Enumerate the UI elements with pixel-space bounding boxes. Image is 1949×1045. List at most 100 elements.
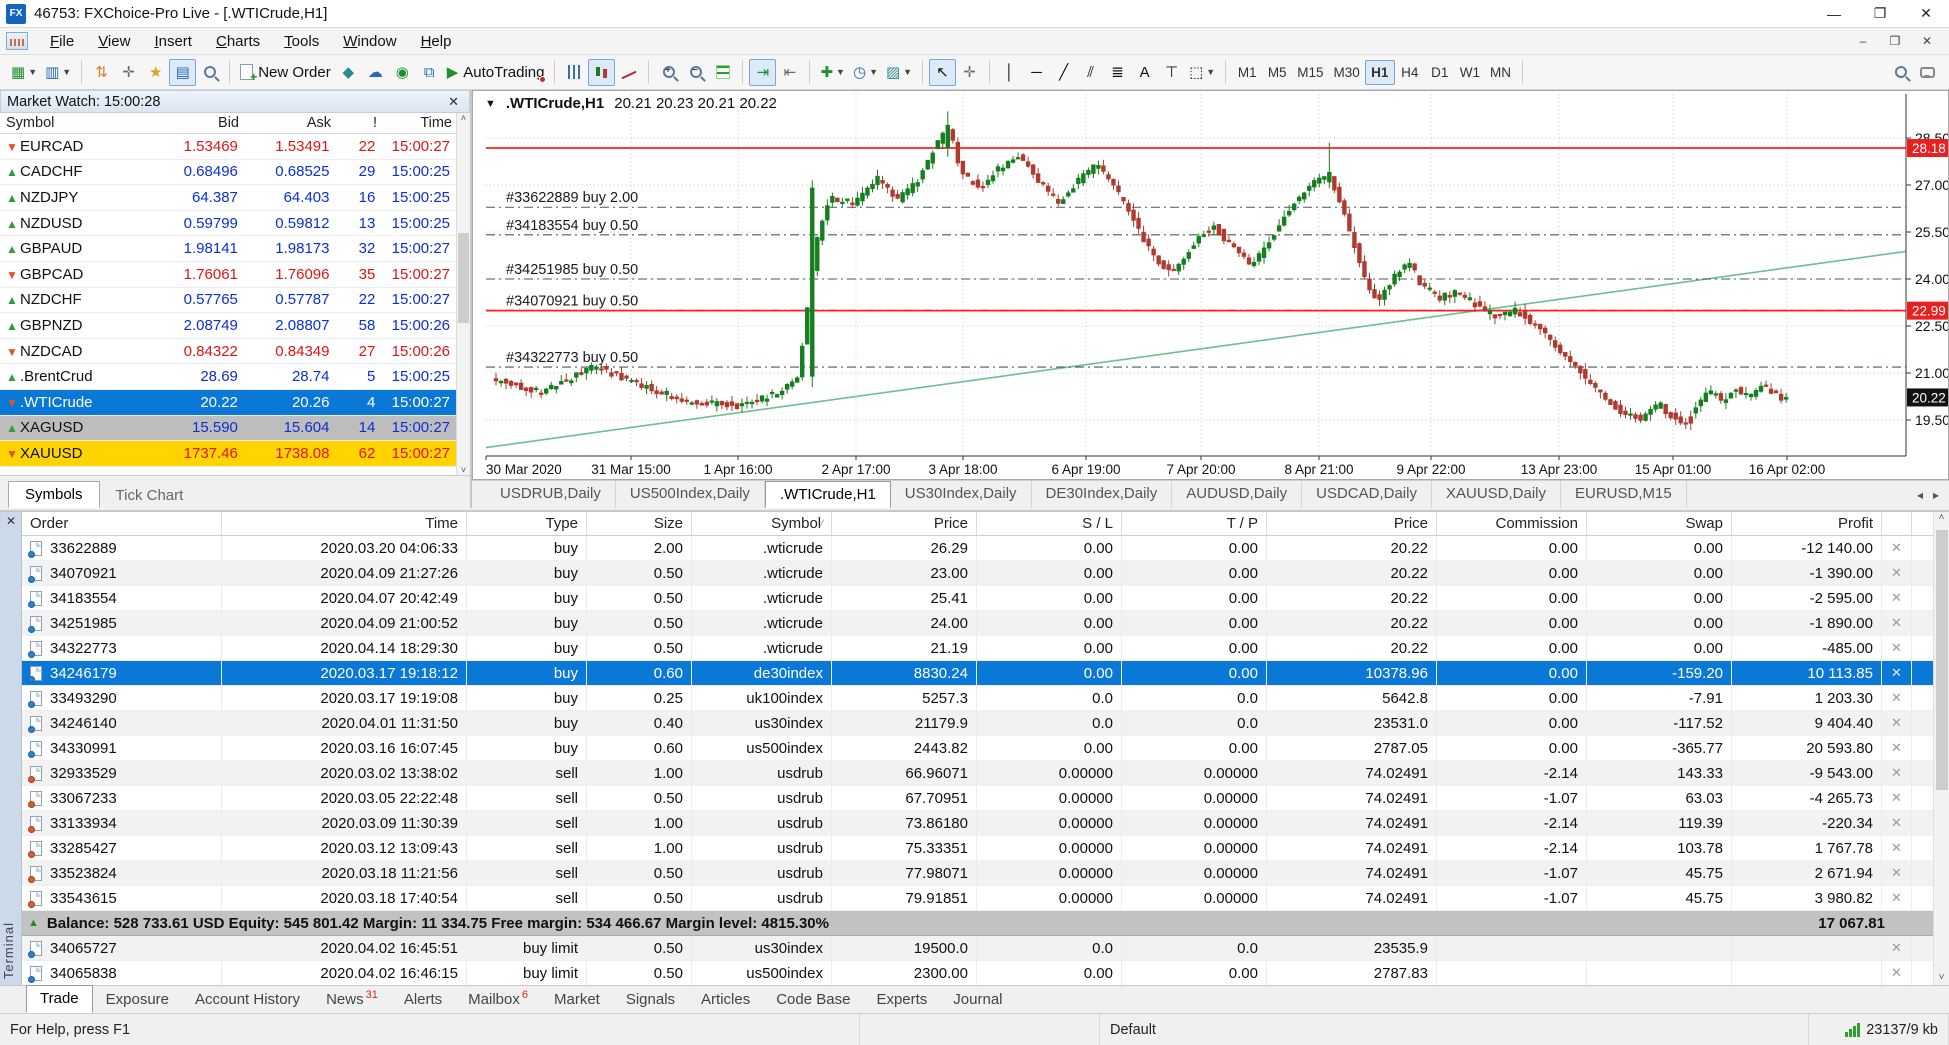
terminal-toggle[interactable]: ▤ xyxy=(169,59,196,86)
timeframe-h4[interactable]: H4 xyxy=(1395,60,1425,85)
candlestick-mode-button[interactable] xyxy=(588,59,615,86)
terminal-tab-alerts[interactable]: Alerts xyxy=(391,987,455,1013)
market-watch-row[interactable]: ▲XAGUSD15.59015.6041415:00:27 xyxy=(0,416,456,442)
menu-charts[interactable]: Charts xyxy=(204,29,272,54)
chart-tab-de30indexdaily[interactable]: DE30Index,Daily xyxy=(1032,481,1173,508)
mw-column-ask[interactable]: Ask xyxy=(245,115,337,131)
terminal-tab-code-base[interactable]: Code Base xyxy=(763,987,863,1013)
bar-chart-mode-button[interactable] xyxy=(561,59,588,86)
terminal-tab-account-history[interactable]: Account History xyxy=(182,987,313,1013)
column-header-symbol[interactable]: Symbol ∕ xyxy=(692,512,832,535)
order-row[interactable]: 340658382020.04.02 16:46:15buy limit0.50… xyxy=(22,961,1933,985)
child-minimize-button[interactable]: – xyxy=(1849,33,1877,49)
timeframe-mn[interactable]: MN xyxy=(1485,60,1516,85)
menu-file[interactable]: File xyxy=(38,29,86,54)
order-row[interactable]: 342461792020.03.17 19:18:12buy0.60de30in… xyxy=(22,661,1933,686)
chart-tab-audusddaily[interactable]: AUDUSD,Daily xyxy=(1172,481,1302,508)
strategy-tester-button[interactable] xyxy=(196,59,223,86)
column-header-profit[interactable]: Profit xyxy=(1732,512,1882,535)
close-position-icon[interactable]: ✕ xyxy=(1891,765,1902,781)
market-watch-row[interactable]: ▼XAUUSD1737.461738.086215:00:27 xyxy=(0,441,456,467)
order-row[interactable]: 329335292020.03.02 13:38:02sell1.00usdru… xyxy=(22,761,1933,786)
zoom-out-button[interactable]: − xyxy=(682,59,709,86)
order-row[interactable]: 334932902020.03.17 19:19:08buy0.25uk100i… xyxy=(22,686,1933,711)
chart-tab-wticrudeh1[interactable]: .WTICrude,H1 xyxy=(765,481,891,508)
maximize-button[interactable]: ❐ xyxy=(1857,0,1903,27)
market-watch-row[interactable]: ▼GBPCAD1.760611.760963515:00:27 xyxy=(0,262,456,288)
periods-button[interactable]: ◷▼ xyxy=(849,59,882,86)
column-header-cur[interactable]: Price xyxy=(1267,512,1437,535)
terminal-tab-trade[interactable]: Trade xyxy=(26,985,93,1013)
timeframe-m15[interactable]: M15 xyxy=(1292,60,1328,85)
close-position-icon[interactable]: ✕ xyxy=(1891,890,1902,906)
profiles-button[interactable]: ▥▼ xyxy=(41,59,75,86)
chart-tab-usdrubdaily[interactable]: USDRUB,Daily xyxy=(486,481,616,508)
menu-insert[interactable]: Insert xyxy=(142,29,204,54)
order-row[interactable]: 332854272020.03.12 13:09:43sell1.00usdru… xyxy=(22,836,1933,861)
channel-tool[interactable]: ⫽ xyxy=(1077,59,1104,86)
mw-column-bid[interactable]: Bid xyxy=(140,115,245,131)
column-header-sl[interactable]: S / L xyxy=(977,512,1122,535)
terminal-tab-news[interactable]: News31 xyxy=(313,985,391,1013)
child-close-button[interactable]: ✕ xyxy=(1913,33,1941,49)
close-position-icon[interactable]: ✕ xyxy=(1891,615,1902,631)
price-chart[interactable]: #33622889 buy 2.00#34183554 buy 0.50#342… xyxy=(473,91,1948,479)
order-row[interactable]: 342461402020.04.01 11:31:50buy0.40us30in… xyxy=(22,711,1933,736)
mw-tab-symbols[interactable]: Symbols xyxy=(8,481,100,508)
close-position-icon[interactable]: ✕ xyxy=(1891,665,1902,681)
line-chart-mode-button[interactable] xyxy=(615,59,642,86)
terminal-tab-journal[interactable]: Journal xyxy=(940,987,1015,1013)
shapes-tool[interactable]: ⬚▼ xyxy=(1185,59,1219,86)
chart-tab-us500indexdaily[interactable]: US500Index,Daily xyxy=(616,481,765,508)
close-position-icon[interactable]: ✕ xyxy=(1891,740,1902,756)
new-order-button[interactable]: + New Order xyxy=(236,59,335,86)
indicators-button[interactable]: ✚▼ xyxy=(816,59,849,86)
chart-shift-button[interactable]: ⇤ xyxy=(776,59,803,86)
search-button[interactable] xyxy=(1887,59,1914,86)
zoom-in-button[interactable]: + xyxy=(655,59,682,86)
terminal-tab-articles[interactable]: Articles xyxy=(688,987,763,1013)
terminal-tab-mailbox[interactable]: Mailbox6 xyxy=(455,985,541,1013)
tile-windows-button[interactable] xyxy=(709,59,736,86)
chart-tab-us30indexdaily[interactable]: US30Index,Daily xyxy=(891,481,1032,508)
timeframe-h1[interactable]: H1 xyxy=(1365,60,1395,85)
market-watch-close-icon[interactable]: ✕ xyxy=(444,94,463,110)
market-watch-row[interactable]: ▲NZDJPY64.38764.4031615:00:25 xyxy=(0,185,456,211)
market-watch-row[interactable]: ▲GBPNZD2.087492.088075815:00:26 xyxy=(0,313,456,339)
trendline-tool[interactable]: ╱ xyxy=(1050,59,1077,86)
market-watch-row[interactable]: ▲.BrentCrud28.6928.74515:00:25 xyxy=(0,364,456,390)
data-window-toggle[interactable]: ✛ xyxy=(115,59,142,86)
market-watch-row[interactable]: ▲NZDCHF0.577650.577872215:00:27 xyxy=(0,288,456,314)
label-tool[interactable]: ⊤ xyxy=(1158,59,1185,86)
timeframe-w1[interactable]: W1 xyxy=(1455,60,1485,85)
chart-tab-xauusddaily[interactable]: XAUUSD,Daily xyxy=(1432,481,1561,508)
order-row[interactable]: 340709212020.04.09 21:27:26buy0.50.wticr… xyxy=(22,561,1933,586)
close-position-icon[interactable]: ✕ xyxy=(1891,690,1902,706)
minimize-button[interactable]: — xyxy=(1811,0,1857,27)
terminal-tab-experts[interactable]: Experts xyxy=(863,987,940,1013)
close-position-icon[interactable]: ✕ xyxy=(1891,640,1902,656)
timeframe-d1[interactable]: D1 xyxy=(1425,60,1455,85)
chart-window[interactable]: #33622889 buy 2.00#34183554 buy 0.50#342… xyxy=(472,90,1949,480)
scrollbar-thumb[interactable] xyxy=(1936,530,1948,790)
publish-chart-button[interactable]: ☁ xyxy=(362,59,389,86)
column-header-comm[interactable]: Commission xyxy=(1437,512,1587,535)
close-position-icon[interactable]: ✕ xyxy=(1891,815,1902,831)
orders-table-header[interactable]: OrderTimeTypeSizeSymbol ∕PriceS / LT / P… xyxy=(22,512,1933,536)
status-profile[interactable]: Default xyxy=(1100,1014,1809,1045)
tab-scroll-right-icon[interactable]: ▸ xyxy=(1933,488,1939,502)
column-header-swap[interactable]: Swap xyxy=(1587,512,1732,535)
timeframe-m1[interactable]: M1 xyxy=(1232,60,1262,85)
market-watch-row[interactable]: ▲NZDUSD0.597990.598121315:00:25 xyxy=(0,211,456,237)
signals-button[interactable]: ◉ xyxy=(389,59,416,86)
close-position-icon[interactable]: ✕ xyxy=(1891,940,1902,956)
vertical-line-tool[interactable]: │ xyxy=(996,59,1023,86)
order-row[interactable]: 335436152020.03.18 17:40:54sell0.50usdru… xyxy=(22,886,1933,911)
child-restore-button[interactable]: ❐ xyxy=(1881,33,1909,49)
column-header-order[interactable]: Order xyxy=(22,512,222,535)
column-header-time[interactable]: Time xyxy=(222,512,467,535)
menu-help[interactable]: Help xyxy=(409,29,464,54)
order-row[interactable]: 343227732020.04.14 18:29:30buy0.50.wticr… xyxy=(22,636,1933,661)
metaeditor-button[interactable]: ◆ xyxy=(335,59,362,86)
market-watch-row[interactable]: ▼NZDCAD0.843220.843492715:00:26 xyxy=(0,339,456,365)
